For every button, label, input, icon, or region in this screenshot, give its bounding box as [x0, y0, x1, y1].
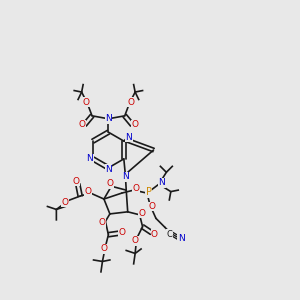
Text: P: P [146, 187, 152, 197]
Text: O: O [118, 228, 125, 237]
Text: O: O [149, 202, 156, 211]
Text: O: O [106, 179, 113, 188]
Text: O: O [79, 120, 86, 129]
Text: O: O [100, 244, 107, 253]
Text: O: O [139, 209, 145, 218]
Text: C: C [167, 230, 172, 238]
Text: O: O [84, 187, 91, 196]
Text: N: N [178, 234, 184, 243]
Text: O: O [127, 98, 134, 107]
Text: N: N [87, 154, 93, 164]
Text: N: N [105, 165, 112, 174]
Text: N: N [105, 114, 112, 123]
Text: O: O [62, 197, 69, 206]
Text: O: O [131, 120, 138, 129]
Text: O: O [73, 177, 80, 186]
Text: O: O [151, 230, 158, 238]
Text: O: O [133, 184, 140, 193]
Text: O: O [132, 236, 139, 245]
Text: O: O [99, 218, 106, 227]
Text: N: N [122, 172, 129, 181]
Text: N: N [158, 178, 165, 187]
Text: O: O [82, 98, 90, 107]
Text: N: N [125, 133, 132, 142]
